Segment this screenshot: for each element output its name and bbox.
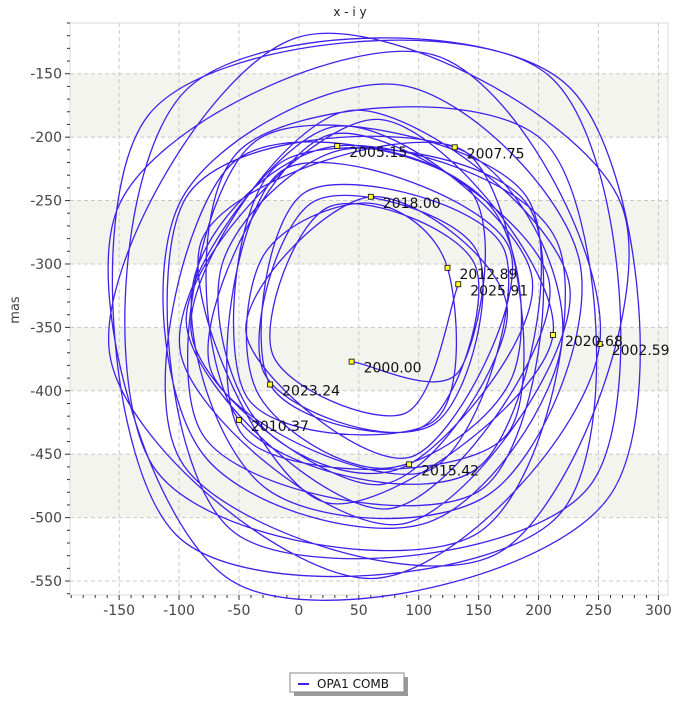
epoch-label: 2023.24 [282, 383, 340, 399]
x-tick-label: -150 [103, 603, 135, 619]
x-tick-label: 150 [465, 603, 492, 619]
x-tick-label: 200 [525, 603, 552, 619]
x-tick-label: 300 [645, 603, 672, 619]
series-layer [107, 32, 641, 601]
epoch-marker [550, 332, 556, 338]
legend[interactable]: OPA1 COMB [289, 672, 408, 696]
x-tick-label: -50 [228, 603, 251, 619]
y-tick-label: -550 [30, 574, 62, 590]
x-tick-label: 100 [405, 603, 432, 619]
epoch-label: 2002.59 [612, 343, 670, 359]
epoch-label: 2015.42 [421, 463, 479, 479]
epoch-marker [348, 358, 355, 365]
epoch-marker [367, 193, 374, 200]
x-tick-label: 0 [294, 603, 303, 619]
epoch-marker [444, 264, 451, 271]
epoch-marker [236, 417, 242, 423]
y-tick-label: -200 [30, 130, 62, 146]
epoch-label: 2005.15 [349, 145, 407, 161]
chart-title: x - i y [333, 5, 366, 19]
x-tick-label: 50 [350, 603, 368, 619]
x-tick-label: 250 [585, 603, 612, 619]
epoch-label: 2010.37 [251, 419, 309, 435]
y-tick-label: -150 [30, 67, 62, 83]
shaded-band [70, 454, 668, 518]
epoch-marker [451, 144, 458, 151]
epoch-label: 2020.68 [565, 334, 623, 350]
y-tick-label: -300 [30, 257, 62, 273]
x-tick-label: -100 [163, 603, 195, 619]
epoch-label: 2012.89 [459, 267, 517, 283]
epoch-label: 2018.00 [383, 196, 441, 212]
epoch-label: 2025.91 [470, 283, 528, 299]
y-tick-label: -350 [30, 320, 62, 336]
shaded-band [70, 73, 668, 138]
y-tick-label: -400 [30, 384, 62, 400]
plot-area [69, 22, 669, 596]
axes: -150 -100 -50 0 50 100 150 200 250 300-150-200-25… [30, 22, 672, 619]
epoch-marker [267, 381, 274, 388]
y-tick-label: -250 [30, 194, 62, 210]
epoch-marker [334, 143, 341, 149]
epoch-marker [455, 281, 462, 288]
y-tick-label: -500 [30, 511, 62, 527]
y-axis-label: mas [8, 296, 23, 324]
annotations: 2000.00 2002.59 2005.15 2007.75 2010.37 2012.… [236, 143, 670, 479]
grid-lines [70, 23, 668, 595]
series-line [107, 32, 641, 601]
epoch-label: 2007.75 [467, 146, 525, 162]
epoch-marker [596, 340, 603, 347]
epoch-label: 2000.00 [364, 361, 422, 377]
y-tick-label: -450 [30, 447, 62, 463]
legend-label: OPA1 COMB [317, 677, 389, 691]
shaded-bands [70, 73, 668, 518]
epoch-marker [406, 461, 413, 468]
